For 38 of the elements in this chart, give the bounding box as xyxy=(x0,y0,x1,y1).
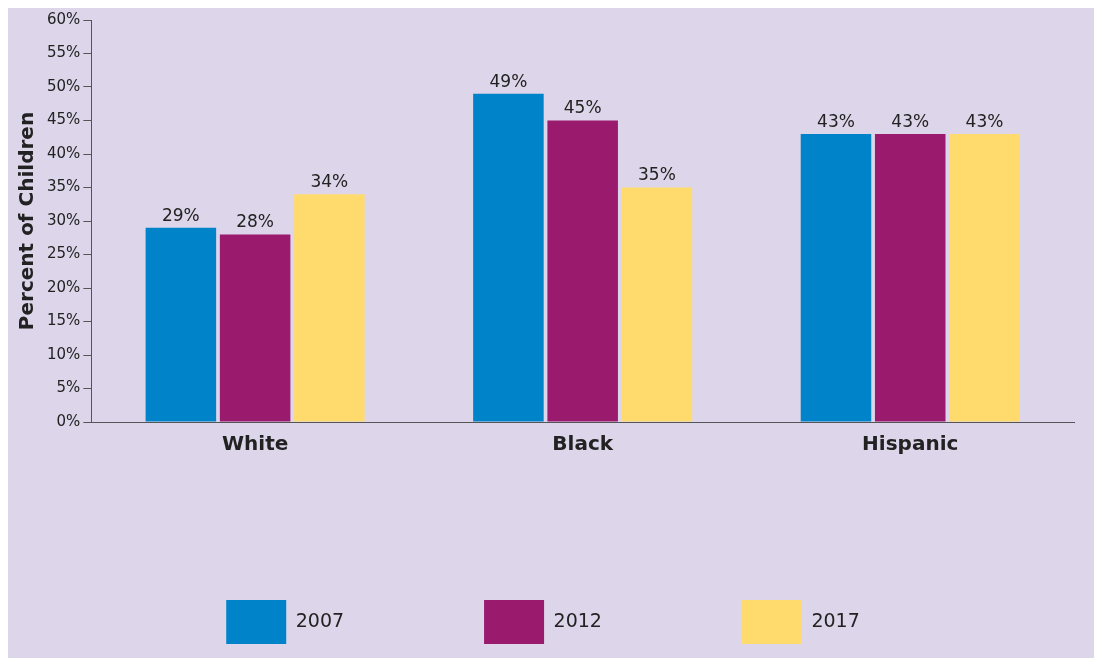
legend-label: 2012 xyxy=(553,608,602,631)
y-tick-label: 20% xyxy=(47,277,81,296)
data-label: 29% xyxy=(161,204,200,225)
data-label: 45% xyxy=(563,97,602,118)
y-tick-label: 0% xyxy=(56,411,81,430)
bar xyxy=(294,194,365,422)
bar xyxy=(621,187,693,422)
y-tick-label: 30% xyxy=(47,210,81,229)
bar xyxy=(145,227,217,422)
x-tick-label: White xyxy=(221,431,289,456)
legend-label: 2007 xyxy=(295,608,345,631)
y-tick-label: 50% xyxy=(47,76,81,95)
x-tick-label: Black xyxy=(552,431,614,456)
y-tick-label: 60% xyxy=(47,9,81,28)
y-tick-label: 15% xyxy=(47,311,81,330)
data-label: 49% xyxy=(489,70,528,91)
data-label: 34% xyxy=(310,171,349,192)
y-tick-label: 10% xyxy=(47,344,81,363)
y-tick-label: 5% xyxy=(56,378,81,397)
y-tick-label: 35% xyxy=(47,177,81,196)
data-label: 28% xyxy=(236,211,275,232)
y-tick-label: 25% xyxy=(47,244,81,263)
legend-label: 2017 xyxy=(811,608,860,631)
bar xyxy=(800,133,872,422)
bar xyxy=(949,133,1020,422)
bar xyxy=(473,93,544,422)
data-label: 43% xyxy=(965,110,1004,131)
y-tick-label: 55% xyxy=(47,43,81,62)
bar xyxy=(874,133,946,422)
data-label: 35% xyxy=(638,164,676,185)
bar xyxy=(547,120,618,422)
y-axis-title: Percent of Children xyxy=(14,111,39,331)
bar xyxy=(219,234,291,422)
x-tick-label: Hispanic xyxy=(862,431,959,456)
data-label: 43% xyxy=(817,110,855,131)
y-tick-label: 40% xyxy=(47,143,81,162)
data-label: 43% xyxy=(891,110,930,131)
y-tick-label: 45% xyxy=(47,110,81,129)
